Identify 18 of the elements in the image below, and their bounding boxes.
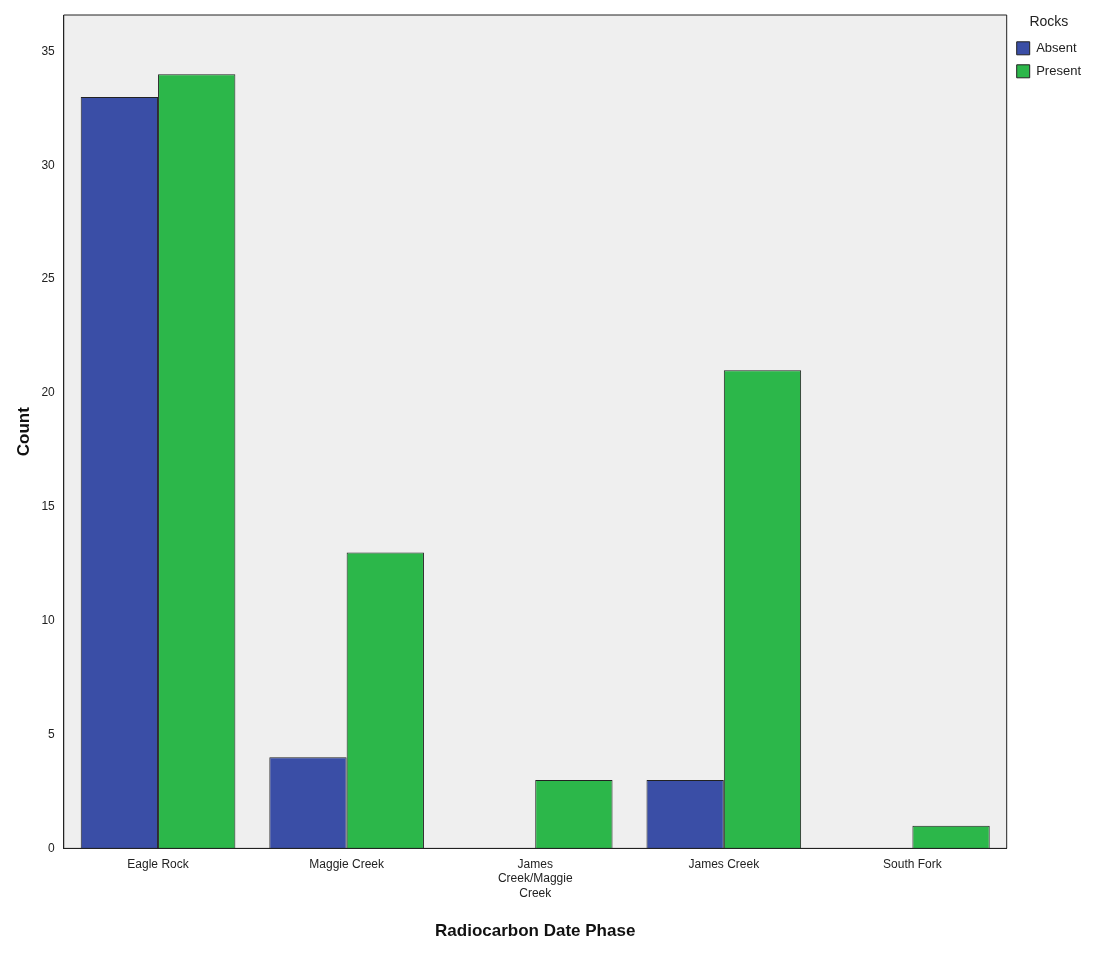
y-tick-label: 10 bbox=[41, 613, 56, 628]
y-tick-label: 15 bbox=[41, 499, 56, 514]
x-tick-label: Eagle Rock bbox=[127, 856, 190, 871]
legend-title: Rocks bbox=[1029, 12, 1069, 29]
y-tick-label: 35 bbox=[41, 43, 56, 58]
x-axis-title: Radiocarbon Date Phase bbox=[435, 921, 636, 941]
x-tick-label: South Fork bbox=[883, 856, 943, 871]
y-tick-label: 5 bbox=[48, 726, 56, 741]
x-tick-label: Maggie Creek bbox=[309, 856, 385, 871]
y-axis-title: Count bbox=[13, 406, 33, 457]
y-tick-label: 20 bbox=[41, 385, 56, 400]
legend-label: Present bbox=[1036, 62, 1082, 78]
y-tick-label: 0 bbox=[48, 840, 56, 855]
x-tick-label: James Creek/Maggie Creek bbox=[497, 856, 573, 900]
legend-label: Absent bbox=[1036, 39, 1078, 55]
x-tick-label: James Creek bbox=[688, 856, 761, 871]
y-tick-label: 30 bbox=[41, 157, 56, 172]
y-tick-label: 25 bbox=[41, 271, 56, 286]
